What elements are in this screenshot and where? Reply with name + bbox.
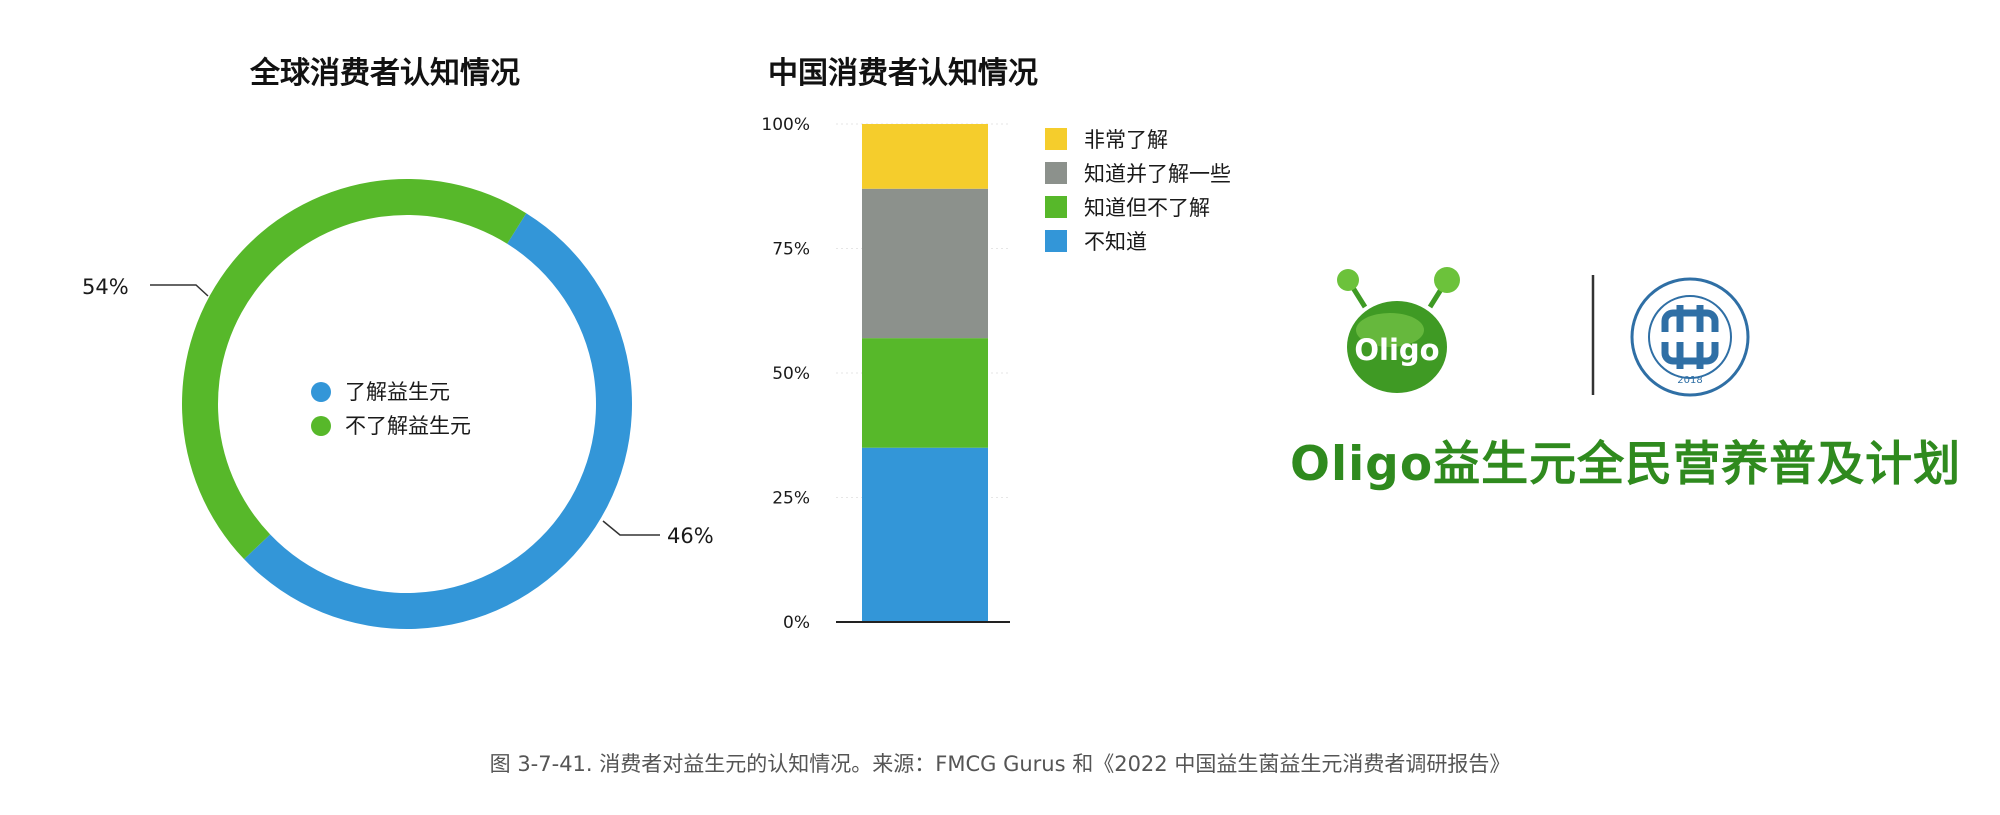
bar-segment [862, 124, 988, 189]
legend-swatch [1045, 196, 1067, 218]
legend-label: 不了解益生元 [345, 414, 471, 438]
legend-label: 知道并了解一些 [1084, 162, 1231, 186]
legend-swatch [311, 416, 331, 436]
seal-year: 2018 [1677, 375, 1702, 386]
legend-swatch [1045, 162, 1067, 184]
legend-label: 知道但不了解 [1084, 196, 1210, 220]
bar-segment [862, 188, 988, 339]
donut-slice [182, 179, 527, 560]
leader-line [150, 284, 209, 297]
bar-segment [862, 447, 988, 622]
legend-swatch [311, 382, 331, 402]
oligo-mascot-icon: Oligo [1337, 267, 1460, 393]
leader-line [602, 520, 660, 536]
y-tick-label: 50% [772, 364, 810, 384]
legend-swatch [1045, 230, 1067, 252]
figure-caption: 图 3-7-41. 消费者对益生元的认知情况。来源：FMCG Gurus 和《2… [489, 752, 1511, 776]
brand-logo-block: Oligo 2018 Oligo益生元全民营养普及计划 [1290, 265, 1960, 505]
right-chart-title: 中国消费者认知情况 [768, 56, 1038, 91]
y-tick-label: 75% [772, 240, 810, 260]
legend-label: 不知道 [1084, 230, 1147, 254]
association-seal-icon: 2018 [1630, 277, 1750, 397]
bar-segment [862, 338, 988, 448]
brand-logo-graphic: Oligo 2018 [1337, 267, 1750, 397]
y-tick-label: 25% [772, 489, 810, 509]
y-tick-label: 0% [783, 613, 810, 633]
left-chart-title: 全球消费者认知情况 [250, 56, 520, 91]
donut-slice [244, 213, 632, 629]
legend-label: 非常了解 [1084, 128, 1168, 152]
slice-label: 54% [82, 275, 129, 299]
logo-brand-name: Oligo [1354, 333, 1439, 367]
legend-label: 了解益生元 [345, 380, 450, 404]
slice-label: 46% [667, 524, 714, 548]
y-tick-label: 100% [761, 115, 810, 135]
legend-swatch [1045, 128, 1067, 150]
brand-slogan: Oligo益生元全民营养普及计划 [1290, 437, 1962, 492]
